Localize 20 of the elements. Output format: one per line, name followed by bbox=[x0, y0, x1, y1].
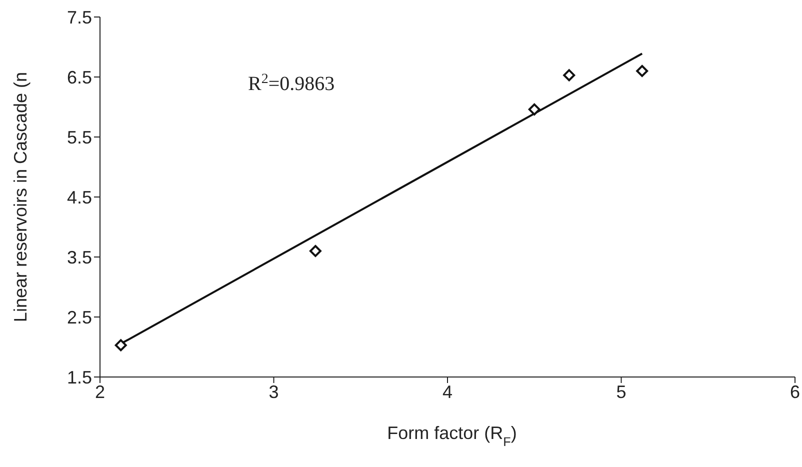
point bbox=[528, 103, 540, 116]
y-axis-title: Linear reservoirs in Cascade (n bbox=[10, 72, 30, 322]
x-axis-title: Form factor (R$_{F}$) bbox=[387, 423, 517, 449]
x-tick-label: 2 bbox=[94, 382, 106, 402]
y-tick-label: 5.5 bbox=[66, 127, 92, 148]
point bbox=[636, 65, 648, 77]
point bbox=[309, 245, 322, 257]
y-tick-label: 7.5 bbox=[66, 7, 92, 28]
x-tick-label: 3 bbox=[268, 382, 279, 402]
y-tick-label: 6.5 bbox=[66, 67, 92, 88]
y-tick-label: 3.5 bbox=[66, 247, 92, 268]
y-tick-label: 4.5 bbox=[66, 187, 92, 208]
y-tick-label: 1.5 bbox=[66, 367, 92, 388]
x-tick-label: 4 bbox=[442, 382, 453, 402]
x-tick-label: 5 bbox=[616, 382, 626, 402]
x-tick-label: 6 bbox=[790, 382, 800, 402]
annotation: R$^{2}$=0.9863 bbox=[248, 72, 335, 95]
point bbox=[563, 69, 576, 82]
y-tick-label: 2.5 bbox=[66, 307, 92, 328]
point bbox=[114, 339, 127, 352]
